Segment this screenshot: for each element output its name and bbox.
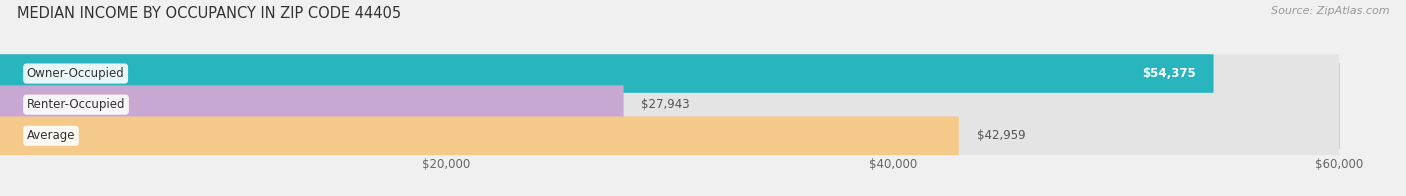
- FancyBboxPatch shape: [0, 85, 624, 124]
- FancyBboxPatch shape: [0, 54, 1339, 93]
- Text: MEDIAN INCOME BY OCCUPANCY IN ZIP CODE 44405: MEDIAN INCOME BY OCCUPANCY IN ZIP CODE 4…: [17, 6, 401, 21]
- FancyBboxPatch shape: [0, 85, 1339, 124]
- FancyBboxPatch shape: [0, 116, 959, 155]
- Text: Source: ZipAtlas.com: Source: ZipAtlas.com: [1271, 6, 1389, 16]
- Text: $27,943: $27,943: [641, 98, 690, 111]
- Text: Renter-Occupied: Renter-Occupied: [27, 98, 125, 111]
- Text: $54,375: $54,375: [1142, 67, 1195, 80]
- FancyBboxPatch shape: [0, 116, 1339, 155]
- Text: Average: Average: [27, 129, 76, 142]
- Text: Owner-Occupied: Owner-Occupied: [27, 67, 125, 80]
- FancyBboxPatch shape: [0, 54, 1213, 93]
- Text: $42,959: $42,959: [977, 129, 1025, 142]
